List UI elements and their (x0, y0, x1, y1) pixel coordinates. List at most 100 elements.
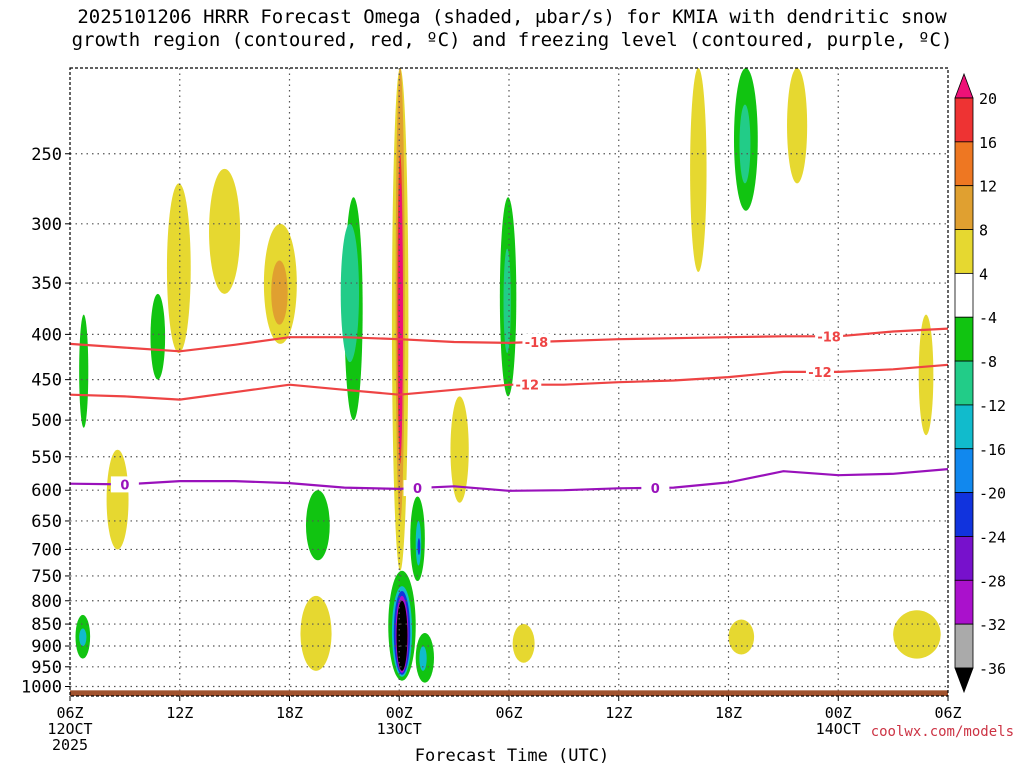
x-tick-label-36-0: 18Z (715, 704, 742, 722)
colorbar-label-4: 4 (979, 265, 988, 283)
colorbar-bin-12 (954, 579, 974, 625)
contour-label-bg-0-3 (403, 480, 432, 497)
y-tick-label-750: 750 (31, 567, 62, 587)
y-tick-label-300: 300 (31, 215, 62, 235)
colorbar-bin-2 (954, 141, 974, 187)
colorbar-label-2: 12 (979, 178, 997, 196)
y-tick-label-700: 700 (31, 540, 62, 560)
y-tick-label-500: 500 (31, 411, 62, 431)
x-tick-label-24-0: 06Z (495, 704, 522, 722)
colorbar-label-9: -20 (979, 485, 1006, 503)
colorbar-bin-10 (954, 492, 974, 537)
x-tick-label-0-0: 06Z (56, 704, 83, 722)
y-tick-label-650: 650 (31, 512, 62, 532)
omega-feature-34 (893, 610, 941, 659)
title-line-1: 2025101206 HRRR Forecast Omega (shaded, … (77, 6, 947, 28)
contour-label--18-1: -18 (817, 330, 841, 345)
omega-feature-28 (106, 449, 129, 550)
y-tick-label-400: 400 (31, 325, 62, 345)
y-tick-label-800: 800 (31, 592, 62, 612)
colorbar-label-5: -4 (979, 309, 997, 327)
freezing-level-line-0 (70, 468, 948, 492)
contour-label--12-2: -12 (808, 366, 832, 381)
x-tick-label-18-0: 00Z (386, 704, 413, 722)
dendritic-line--18 (70, 327, 948, 353)
omega-feature-15 (340, 223, 360, 363)
y-tick-label-1000: 1000 (21, 678, 62, 698)
omega-feature-13 (419, 646, 427, 671)
contour-label-bg-0-0 (110, 476, 139, 493)
x-tick-label-48-0: 06Z (934, 704, 961, 722)
omega-feature-17 (503, 248, 511, 354)
colorbar-bin-8 (954, 404, 974, 450)
x-tick-label-12-0: 18Z (276, 704, 303, 722)
omega-feature-25 (690, 68, 707, 272)
colorbar-label-1: 16 (979, 134, 997, 152)
omega-feature-36 (512, 624, 535, 663)
x-axis-title: Forecast Time (UTC) (414, 746, 610, 766)
contour-label-bg--18-1 (815, 328, 844, 345)
omega-feature-19 (739, 104, 751, 184)
y-tick-label-900: 900 (31, 637, 62, 657)
title-line-2: growth region (contoured, red, ºC) and f… (71, 29, 953, 51)
omega-feature-8 (396, 600, 408, 671)
omega-feature-11 (417, 538, 421, 555)
x-tick-label-0-2: 2025 (52, 736, 88, 754)
colorbar-bin-7 (954, 360, 974, 406)
colorbar-label-8: -16 (979, 441, 1006, 459)
y-tick-label-600: 600 (31, 481, 62, 501)
colorbar-bin-3 (954, 185, 974, 230)
colorbar-bin-13 (954, 623, 974, 669)
chart-title: 2025101206 HRRR Forecast Omega (shaded, … (0, 6, 1024, 52)
colorbar-label-6: -8 (979, 353, 997, 371)
contour-label-bg-0-4 (641, 479, 670, 496)
omega-feature-27 (450, 396, 469, 503)
contour-label-0-3: 0 (413, 482, 422, 497)
omega-feature-30 (79, 628, 87, 647)
colorbar-label-11: -28 (979, 572, 1006, 590)
x-tick-label-42-0: 00Z (825, 704, 852, 722)
colorbar-arrow-top (954, 72, 974, 99)
y-tick-label-350: 350 (31, 274, 62, 294)
omega-feature-26 (918, 314, 934, 436)
colorbar-label-3: 8 (979, 222, 988, 240)
contour-label-0-4: 0 (651, 482, 660, 497)
x-tick-label-18-1: 13OCT (377, 720, 422, 738)
x-tick-label-30-0: 12Z (605, 704, 632, 722)
contour-label-0-0: 0 (120, 478, 129, 493)
omega-feature-33 (305, 490, 330, 561)
x-tick-label-42-1: 14OCT (816, 720, 861, 738)
y-tick-label-250: 250 (31, 145, 62, 165)
y-tick-label-950: 950 (31, 658, 62, 678)
colorbar-bin-9 (954, 448, 974, 494)
colorbar-label-10: -24 (979, 528, 1006, 546)
colorbar-bin-1 (954, 97, 974, 143)
omega-feature-31 (79, 314, 89, 428)
colorbar-bin-6 (954, 316, 974, 362)
omega-feature-35 (728, 619, 755, 655)
colorbar-label-0: 20 (979, 90, 997, 108)
source-credit: coolwx.com/models (870, 724, 1014, 740)
colorbar-bin-5 (954, 272, 974, 318)
x-tick-label-0-1: 12OCT (47, 720, 92, 738)
omega-feature-24 (787, 68, 808, 184)
dendritic-line--12 (70, 363, 948, 401)
colorbar-label-13: -36 (979, 660, 1006, 678)
colorbar-label-12: -32 (979, 616, 1006, 634)
omega-feature-32 (150, 293, 166, 380)
y-tick-label-550: 550 (31, 448, 62, 468)
colorbar-bin-11 (954, 536, 974, 581)
colorbar-arrow-bottom (954, 667, 974, 694)
omega-feature-21 (271, 260, 288, 325)
colorbar-bin-4 (954, 229, 974, 274)
contour-label--12-0: -12 (516, 379, 540, 394)
x-tick-label-6-0: 12Z (166, 704, 193, 722)
contour-label-bg--18-0 (522, 333, 551, 350)
contour-label-bg--12-2 (805, 363, 834, 380)
colorbar-label-7: -12 (979, 397, 1006, 415)
omega-feature-23 (209, 168, 241, 294)
omega-feature-37 (300, 595, 332, 671)
surface-ground (70, 690, 948, 696)
contour-label-bg--12-0 (513, 376, 542, 393)
